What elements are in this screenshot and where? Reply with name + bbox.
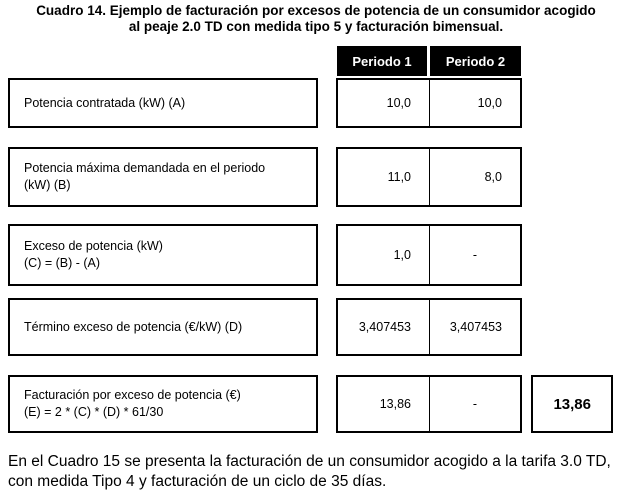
row-label-line: Potencia contratada (kW) (A) <box>24 95 186 110</box>
row-label-potencia-contratada: Potencia contratada (kW) (A) <box>8 78 318 128</box>
total-value: 13,86 <box>553 395 591 413</box>
row-label-facturacion-exceso: Facturación por exceso de potencia (€) (… <box>8 375 318 433</box>
value-periodo-1: 11,0 <box>338 149 430 205</box>
value-periodo-1: 10,0 <box>338 80 430 126</box>
table-caption: Cuadro 14. Ejemplo de facturación por ex… <box>0 3 632 35</box>
value-periodo-2: - <box>472 248 478 262</box>
row-label-termino-exceso: Término exceso de potencia (€/kW) (D) <box>8 298 318 356</box>
value-periodo-2: 8,0 <box>484 170 502 184</box>
row-label-exceso-potencia: Exceso de potencia (kW) (C) = (B) - (A) <box>8 224 318 286</box>
column-header-periodo-2: Periodo 2 <box>430 46 521 76</box>
row-values-potencia-contratada: 10,0 10,0 <box>336 78 522 128</box>
row-label-potencia-maxima: Potencia máxima demandada en el periodo … <box>8 147 318 207</box>
row-label-line: Potencia máxima demandada en el periodo <box>24 161 266 175</box>
row-values-exceso-potencia: 1,0 - <box>336 224 522 286</box>
row-label-line: Término exceso de potencia (€/kW) (D) <box>24 319 243 334</box>
value-periodo-1: 1,0 <box>338 226 430 284</box>
value-periodo-2: 10,0 <box>477 96 502 110</box>
body-paragraph: En el Cuadro 15 se presenta la facturaci… <box>8 453 611 490</box>
row-values-facturacion-exceso: 13,86 - <box>336 375 522 433</box>
row-label-line: (C) = (B) - (A) <box>24 256 101 270</box>
caption-line-2: al peaje 2.0 TD con medida tipo 5 y fact… <box>128 19 504 34</box>
value-periodo-2: 3,407453 <box>449 320 502 334</box>
caption-line-1: Cuadro 14. Ejemplo de facturación por ex… <box>36 3 596 18</box>
value-periodo-2: - <box>472 397 478 411</box>
row-label-line: Exceso de potencia (kW) <box>24 239 163 253</box>
row-values-termino-exceso: 3,407453 3,407453 <box>336 298 522 356</box>
row-values-potencia-maxima: 11,0 8,0 <box>336 147 522 207</box>
row-label-line: (E) = 2 * (C) * (D) * 61/30 <box>24 405 164 419</box>
value-periodo-1: 3,407453 <box>338 300 430 354</box>
total-box: 13,86 <box>531 375 613 433</box>
column-header-periodo-1: Periodo 1 <box>337 46 427 76</box>
row-label-line: Facturación por exceso de potencia (€) <box>24 388 241 402</box>
value-periodo-1: 13,86 <box>338 377 430 431</box>
row-label-line: (kW) (B) <box>24 178 71 192</box>
